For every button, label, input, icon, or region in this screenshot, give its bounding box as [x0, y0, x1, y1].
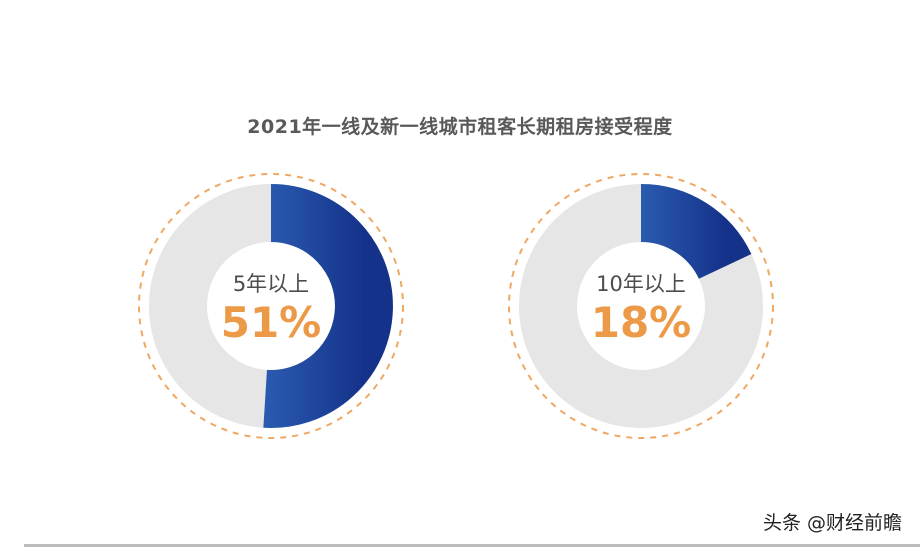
dashed-ring	[508, 173, 774, 439]
donut-slice-5-years	[263, 184, 393, 428]
donut-value-10-years: 18%	[590, 298, 692, 347]
donut-10-years	[508, 173, 774, 439]
dashed-ring	[138, 173, 404, 439]
donut-value-5-years: 51%	[220, 298, 322, 347]
donut-slice-10-years	[639, 184, 752, 280]
donut-label-10-years: 10年以上	[596, 272, 686, 296]
donut-label-5-years: 5年以上	[232, 272, 310, 296]
watermark: 头条 @财经前瞻	[762, 512, 902, 534]
bottom-divider	[24, 544, 920, 547]
chart-title: 2021年一线及新一线城市租客长期租房接受程度	[247, 116, 673, 138]
donut-5-years	[138, 173, 404, 439]
